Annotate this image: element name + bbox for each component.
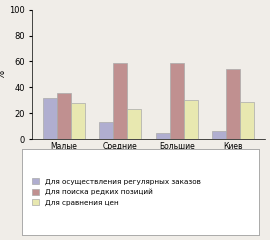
Bar xyxy=(156,133,170,139)
Bar xyxy=(57,93,71,139)
Bar xyxy=(212,132,226,139)
Bar xyxy=(127,109,141,139)
Bar xyxy=(113,63,127,139)
Bar xyxy=(240,102,254,139)
Y-axis label: %: % xyxy=(0,70,6,79)
Bar xyxy=(226,69,240,139)
Bar xyxy=(184,100,198,139)
Bar xyxy=(99,122,113,139)
Bar xyxy=(71,103,85,139)
Bar xyxy=(43,98,57,139)
Legend: Для осуществления регулярных заказов, Для поиска редких позиций, Для сравнения ц: Для осуществления регулярных заказов, Дл… xyxy=(30,176,203,208)
Bar xyxy=(170,63,184,139)
